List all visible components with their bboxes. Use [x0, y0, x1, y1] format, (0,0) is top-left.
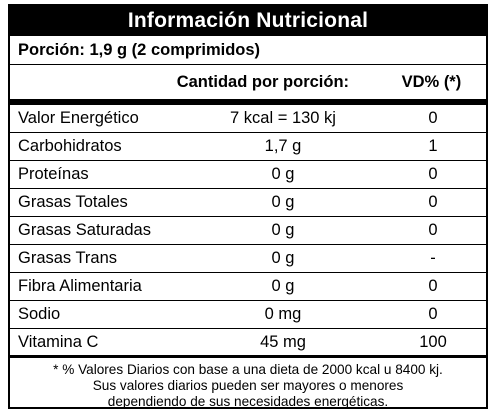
nutrient-daily-value: 0 [428, 193, 438, 211]
nutrient-name: Grasas Trans [18, 249, 118, 267]
table-row: Grasas Saturadas 0 g 0 [10, 217, 486, 245]
nutrient-table: Valor Energético 7 kcal = 130 kj 0 Carbo… [10, 105, 486, 358]
footnote-line: * % Valores Diarios con base a una dieta… [53, 362, 443, 377]
nutrient-daily-value: 100 [419, 332, 447, 351]
table-row: Grasas Totales 0 g 0 [10, 189, 486, 217]
nutrient-amount: 0 g [271, 221, 295, 239]
nutrition-title: Información Nutricional [10, 6, 486, 36]
nutrient-amount: 0 g [271, 193, 295, 211]
footnote: * % Valores Diarios con base a una dieta… [10, 358, 486, 410]
nutrient-daily-value: 0 [428, 305, 438, 323]
nutrient-daily-value: 1 [428, 137, 438, 155]
column-header-row: Cantidad por porción: VD% (*) [10, 65, 486, 105]
table-row: Grasas Trans 0 g - [10, 245, 486, 273]
nutrient-name: Fibra Alimentaria [18, 277, 142, 295]
nutrient-name: Grasas Totales [18, 193, 128, 211]
table-row: Valor Energético 7 kcal = 130 kj 0 [10, 105, 486, 133]
nutrient-name: Valor Energético [18, 109, 139, 127]
nutrient-amount: 0 g [271, 249, 295, 267]
table-row: Fibra Alimentaria 0 g 0 [10, 273, 486, 301]
nutrient-name: Proteínas [18, 165, 89, 183]
nutrient-daily-value: 0 [428, 165, 438, 183]
table-row: Proteínas 0 g 0 [10, 161, 486, 189]
nutrient-amount: 7 kcal = 130 kj [230, 109, 336, 127]
nutrient-amount: 45 mg [260, 332, 306, 351]
nutrient-amount: 0 g [271, 165, 295, 183]
footnote-line: Sus valores diarios pueden ser mayores o… [92, 378, 404, 393]
nutrient-name: Carbohidratos [18, 137, 122, 155]
nutrient-name: Vitamina C [18, 332, 99, 351]
table-row: Sodio 0 mg 0 [10, 301, 486, 329]
table-row: Vitamina C 45 mg 100 [10, 329, 486, 358]
nutrient-daily-value: - [430, 249, 436, 267]
nutrient-daily-value: 0 [428, 277, 438, 295]
nutrient-name: Grasas Saturadas [18, 221, 151, 239]
column-header-amount: Cantidad por porción: [176, 72, 350, 91]
nutrient-amount: 0 g [271, 277, 295, 295]
nutrient-name: Sodio [18, 305, 61, 323]
column-header-daily-value: VD% (*) [401, 72, 462, 91]
nutrient-daily-value: 0 [428, 221, 438, 239]
nutrition-facts-label: Información Nutricional Porción: 1,9 g (… [8, 4, 488, 409]
table-row: Carbohidratos 1,7 g 1 [10, 133, 486, 161]
nutrient-amount: 1,7 g [264, 137, 302, 155]
footnote-line: dependiendo de sus necesidades energétic… [107, 394, 389, 409]
portion-size: Porción: 1,9 g (2 comprimidos) [10, 36, 486, 65]
nutrient-amount: 0 mg [264, 305, 302, 323]
nutrient-daily-value: 0 [428, 109, 438, 127]
